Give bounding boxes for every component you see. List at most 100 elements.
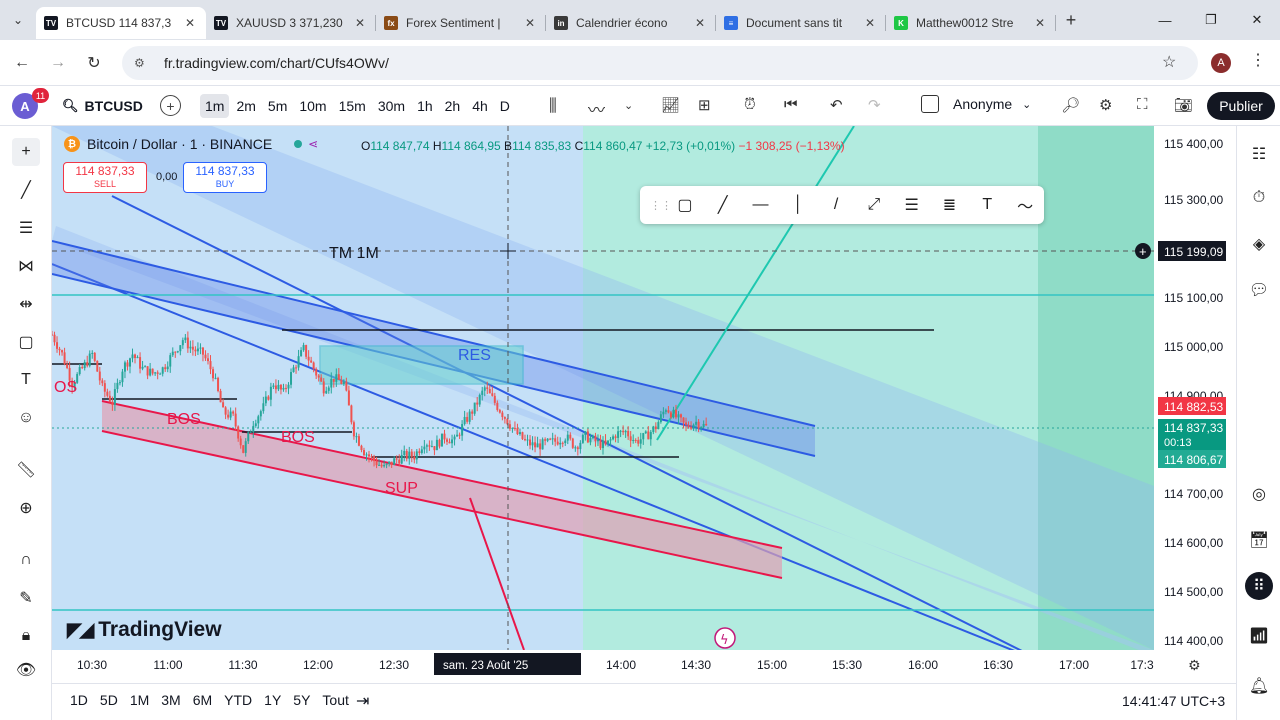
ruler-icon[interactable]: 📏︎ xyxy=(15,462,37,479)
reload-icon[interactable]: ↻ xyxy=(87,54,101,72)
range-1m[interactable]: 1M xyxy=(129,692,150,708)
eye-icon[interactable]: 👁︎ xyxy=(15,662,37,679)
templates-icon[interactable]: ⊞ xyxy=(698,97,711,114)
drag-handle-icon[interactable]: ⋮⋮ xyxy=(650,199,672,212)
back-icon[interactable]: ← xyxy=(14,53,30,71)
tab-close-icon[interactable]: ✕ xyxy=(1034,16,1046,30)
tab-close-icon[interactable]: ✕ xyxy=(524,16,536,30)
trend-line-icon[interactable]: / xyxy=(833,196,839,213)
news-flash-icon[interactable] xyxy=(714,627,736,649)
buy-button[interactable]: 114 837,33 BUY xyxy=(183,162,267,193)
bookmark-star-icon[interactable]: ☆ xyxy=(1162,54,1177,71)
range-ytd[interactable]: YTD xyxy=(224,692,253,708)
range-1y[interactable]: 1Y xyxy=(264,692,282,708)
axis-settings-icon[interactable]: ⚙ xyxy=(1188,658,1201,674)
sell-button[interactable]: 114 837,33 SELL xyxy=(63,162,147,193)
profile-avatar[interactable]: A xyxy=(1211,53,1231,73)
magnet-icon[interactable]: ∩ xyxy=(20,551,32,568)
restore-icon[interactable]: ❐ xyxy=(1205,12,1217,27)
fib-icon[interactable]: ☰ xyxy=(18,220,34,237)
calendar-icon[interactable]: 📅︎ xyxy=(1248,532,1270,549)
browser-tab[interactable]: TV BTCUSD 114 837,3 ✕ xyxy=(36,7,206,39)
forward-icon[interactable]: → xyxy=(50,53,66,71)
settings-icon[interactable]: ⚙ xyxy=(1099,97,1113,114)
timeframe-4h[interactable]: 4h xyxy=(472,98,488,114)
parallel-channel-icon[interactable]: ☰ xyxy=(904,197,919,214)
range-tout[interactable]: Tout xyxy=(322,692,349,708)
trendline-icon[interactable]: ╱ xyxy=(21,182,31,199)
tab-close-icon[interactable]: ✕ xyxy=(694,16,706,30)
alert-icon[interactable]: ⏰︎ xyxy=(744,96,756,113)
horizontal-line-icon[interactable]: — xyxy=(752,196,769,213)
minimize-icon[interactable]: — xyxy=(1158,12,1172,28)
layout-selector[interactable]: Anonyme ⌄ xyxy=(921,95,1031,113)
tab-close-icon[interactable]: ✕ xyxy=(864,16,876,30)
ray-tool-icon[interactable]: ╱ xyxy=(717,197,728,214)
timeframe-D[interactable]: D xyxy=(499,98,510,114)
path-tool-icon[interactable]: 〜 xyxy=(1017,199,1034,216)
tab-close-icon[interactable]: ✕ xyxy=(354,16,366,30)
chevron-down-icon[interactable]: ⌄ xyxy=(624,100,634,112)
screenshot-icon[interactable]: 📷︎ xyxy=(1174,97,1194,114)
fullscreen-icon[interactable]: ⛶ xyxy=(1137,96,1148,113)
alerts-clock-icon[interactable]: ⏱︎ xyxy=(1252,189,1266,206)
timeframe-1h[interactable]: 1h xyxy=(417,98,433,114)
url-field[interactable]: ⚙ fr.tradingview.com/chart/CUfs4OWv/ xyxy=(122,45,1198,80)
browser-tab[interactable]: TV XAUUSD 3 371,230 ✕ xyxy=(206,7,376,39)
time-axis[interactable] xyxy=(52,650,1236,683)
pattern-icon[interactable]: ⋈ xyxy=(18,258,34,275)
browser-tab[interactable]: K Matthew0012 Stre ✕ xyxy=(886,7,1056,39)
timeframe-1m[interactable]: 1m xyxy=(200,94,230,118)
publish-button[interactable]: Publier xyxy=(1207,92,1275,120)
quick-search-icon[interactable]: 🔎︎ xyxy=(1061,97,1081,114)
range-1d[interactable]: 1D xyxy=(70,692,88,708)
price-chart[interactable]: TM 1M RES BOS BOS SUP OS ϟ 115 400,00 115… xyxy=(52,126,1236,720)
crosshair-icon[interactable]: + xyxy=(12,138,40,166)
layout-checkbox[interactable] xyxy=(921,95,939,113)
timeframe-15m[interactable]: 15m xyxy=(338,98,366,114)
chat-icon[interactable]: 💬︎ xyxy=(1248,282,1270,299)
apps-grid-icon[interactable]: ⠿ xyxy=(1245,572,1273,600)
indicators-icon[interactable]: 📈︎ xyxy=(661,97,681,114)
replay-icon[interactable]: ⏮ xyxy=(784,96,798,113)
text-icon[interactable]: T xyxy=(21,371,31,388)
lock-icon[interactable]: 🔒︎ xyxy=(21,627,31,644)
range-5d[interactable]: 5D xyxy=(99,692,118,708)
timeframe-5m[interactable]: 5m xyxy=(267,98,288,114)
candles-type-icon[interactable]: ⫼ xyxy=(549,96,557,115)
text-tool-icon[interactable]: T xyxy=(982,196,993,213)
extended-line-icon[interactable]: ⤢ xyxy=(867,196,881,213)
indicator-line-icon[interactable]: 〰 xyxy=(588,101,605,120)
tab-search-dropdown[interactable]: ⌄ xyxy=(12,13,24,27)
symbol-search[interactable]: 🔍︎ BTCUSD xyxy=(62,98,143,114)
timeframe-2m[interactable]: 2m xyxy=(236,98,256,114)
goto-date-icon[interactable]: ⇥ xyxy=(356,693,370,710)
timeframe-2h[interactable]: 2h xyxy=(444,98,461,114)
browser-tab[interactable]: fx Forex Sentiment | ✕ xyxy=(376,7,546,39)
drawing-mode-icon[interactable]: ✎ xyxy=(19,590,33,607)
tab-close-icon[interactable]: ✕ xyxy=(184,16,196,30)
compare-symbol-button[interactable]: + xyxy=(160,95,181,116)
target-icon[interactable]: ◎ xyxy=(1252,486,1266,503)
prediction-icon[interactable]: ⇹ xyxy=(19,296,33,313)
range-5y[interactable]: 5Y xyxy=(293,692,311,708)
clock-timezone[interactable]: 14:41:47 UTC+3 xyxy=(1122,693,1226,709)
range-3m[interactable]: 3M xyxy=(161,692,181,708)
browser-tab[interactable]: in Calendrier écono ✕ xyxy=(546,7,716,39)
notifications-bell-icon[interactable]: 🔔︎ xyxy=(1248,678,1270,695)
tradingview-watermark[interactable]: ◤◢ TradingView xyxy=(67,618,222,642)
new-tab-button[interactable]: + xyxy=(1065,9,1077,30)
zoom-in-icon[interactable]: ⊕ xyxy=(19,500,33,517)
layers-icon[interactable]: ◈ xyxy=(1252,236,1266,253)
crosshair-plus-icon[interactable] xyxy=(1135,243,1151,259)
watchlist-icon[interactable]: ☷ xyxy=(1251,146,1267,163)
browser-menu-icon[interactable]: ⋮ xyxy=(1250,52,1266,69)
redo-icon[interactable]: ↷ xyxy=(868,97,881,114)
browser-tab[interactable]: ≡ Document sans tit ✕ xyxy=(716,7,886,39)
timeframe-30m[interactable]: 30m xyxy=(377,98,406,114)
range-6m[interactable]: 6M xyxy=(192,692,213,708)
site-info-icon[interactable]: ⚙ xyxy=(134,55,145,70)
rectangle-tool-icon[interactable]: ▢ xyxy=(677,197,693,214)
price-axis[interactable] xyxy=(1154,126,1236,650)
timeframe-10m[interactable]: 10m xyxy=(299,98,327,114)
